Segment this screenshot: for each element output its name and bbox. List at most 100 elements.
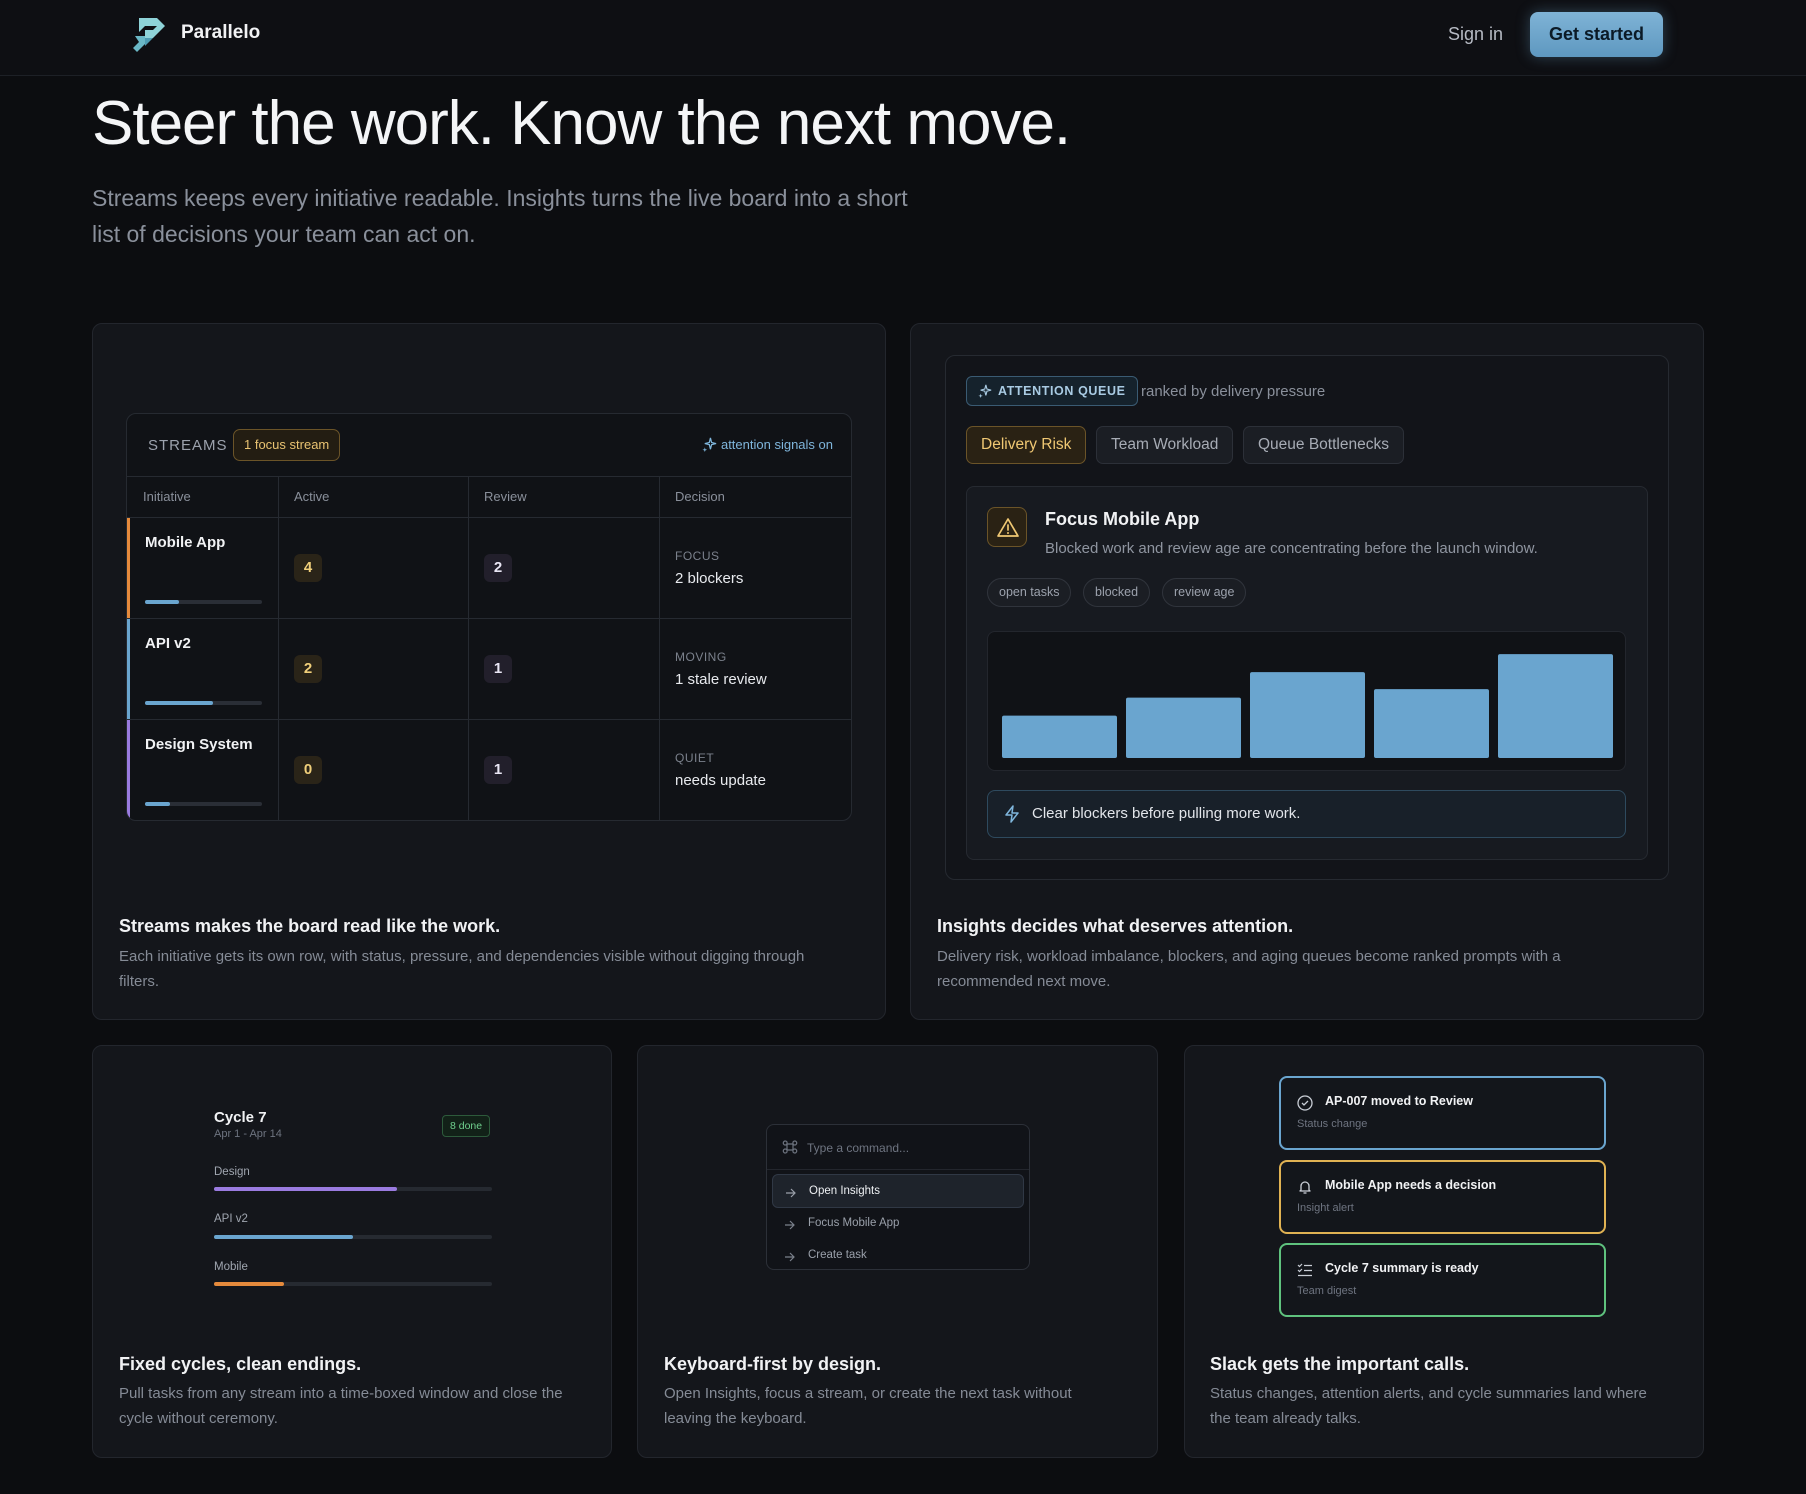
streams-header: STREAMS 1 focus stream attention signals…	[127, 414, 851, 477]
brand-name[interactable]: Parallelo	[181, 22, 261, 43]
table-row-design-system[interactable]: Design System 0 1 QUIET needs update	[127, 720, 851, 820]
sign-in-link[interactable]: Sign in	[1448, 24, 1504, 44]
pressure-bar	[1374, 689, 1489, 758]
decision-kind: QUIET	[675, 751, 715, 765]
pressure-bar-chart	[987, 631, 1626, 771]
notification-status-change[interactable]: AP-007 moved to Review Status change	[1279, 1076, 1606, 1150]
sparkle-icon	[702, 437, 717, 452]
command-key-icon	[782, 1140, 798, 1154]
column-header-active: Active	[294, 489, 330, 504]
pressure-bar	[1250, 672, 1365, 758]
command-palette: Type a command... Open Insights Focus Mo…	[766, 1124, 1030, 1270]
command-label: Create task	[808, 1249, 867, 1261]
lightning-icon	[1005, 805, 1019, 823]
streams-card-description: Each initiative gets its own row, with s…	[119, 944, 859, 994]
column-header-initiative: Initiative	[143, 489, 191, 504]
description-line: filters.	[119, 973, 160, 990]
initiative-name: Design System	[145, 736, 253, 753]
keyboard-card-description: Open Insights, focus a stream, or create…	[664, 1381, 1144, 1431]
column-header-review: Review	[484, 489, 527, 504]
review-count: 2	[484, 554, 512, 582]
cycles-card-title: Fixed cycles, clean endings.	[119, 1354, 362, 1374]
hero-subtitle: Streams keeps every initiative readable.…	[92, 180, 952, 252]
recommendation-callout[interactable]: Clear blockers before pulling more work.	[987, 790, 1626, 838]
palette-divider	[767, 1169, 1029, 1170]
command-label: Open Insights	[809, 1185, 880, 1197]
cycles-feature-card	[92, 1045, 612, 1458]
slack-card-description: Status changes, attention alerts, and cy…	[1210, 1381, 1690, 1431]
notification-insight-alert[interactable]: Mobile App needs a decision Insight aler…	[1279, 1160, 1606, 1234]
pressure-bar	[1002, 715, 1117, 758]
streams-card-title: Streams makes the board read like the wo…	[119, 916, 501, 936]
attention-signals-toggle[interactable]: attention signals on	[702, 437, 833, 452]
row-divider	[127, 719, 851, 720]
active-count: 4	[294, 554, 322, 582]
progress-fill	[145, 802, 170, 806]
table-row-api-v2[interactable]: API v2 2 1 MOVING 1 stale review	[127, 619, 851, 719]
insights-card-description: Delivery risk, workload imbalance, block…	[937, 944, 1677, 994]
notification-title: AP-007 moved to Review	[1325, 1094, 1473, 1108]
notification-team-digest[interactable]: Cycle 7 summary is ready Team digest	[1279, 1243, 1606, 1317]
description-line: Status changes, attention alerts, and cy…	[1210, 1385, 1647, 1402]
initiative-name: Mobile App	[145, 534, 226, 551]
parallelo-logo-icon[interactable]	[131, 14, 171, 56]
hero-subtitle-line: Streams keeps every initiative readable.…	[92, 185, 908, 211]
description-line: Each initiative gets its own row, with s…	[119, 948, 805, 965]
cycle-track	[214, 1282, 492, 1286]
attention-queue-badge: ATTENTION QUEUE	[966, 376, 1138, 406]
checklist-icon	[1297, 1263, 1312, 1277]
cycle-track	[214, 1235, 492, 1239]
column-divider	[278, 477, 279, 820]
cycle-track-fill	[214, 1187, 398, 1191]
insights-panel: ATTENTION QUEUE ranked by delivery press…	[945, 355, 1669, 880]
decision-value: 2 blockers	[675, 570, 744, 587]
command-focus-mobile-app[interactable]: Focus Mobile App	[772, 1207, 1024, 1241]
focus-description: Blocked work and review age are concentr…	[1045, 540, 1538, 557]
tab-queue-bottlenecks[interactable]: Queue Bottlenecks	[1243, 426, 1404, 464]
active-count: 2	[294, 655, 322, 683]
initiative-progress	[145, 600, 262, 604]
row-accent-bar	[127, 518, 130, 618]
command-create-task[interactable]: Create task	[772, 1239, 1024, 1269]
pressure-bar	[1498, 654, 1613, 758]
tab-team-workload[interactable]: Team Workload	[1096, 426, 1234, 464]
cycle-track	[214, 1187, 492, 1191]
top-nav: Parallelo Sign in Get started	[0, 0, 1806, 76]
get-started-button[interactable]: Get started	[1530, 12, 1663, 57]
signal-chip[interactable]: blocked	[1083, 578, 1151, 607]
focus-insight-card: Focus Mobile App Blocked work and review…	[966, 486, 1648, 860]
review-count: 1	[484, 756, 512, 784]
command-input[interactable]: Type a command...	[807, 1141, 910, 1155]
description-line: recommended next move.	[937, 973, 1111, 990]
pressure-bar	[1126, 697, 1241, 758]
notification-subtitle: Team digest	[1297, 1285, 1357, 1297]
signal-chip[interactable]: open tasks	[987, 578, 1072, 607]
decision-kind: MOVING	[675, 650, 727, 664]
cycle-title: Cycle 7	[214, 1109, 267, 1126]
focus-stream-badge[interactable]: 1 focus stream	[233, 429, 341, 461]
row-divider	[127, 618, 851, 619]
cycle-dates: Apr 1 - Apr 14	[214, 1128, 282, 1140]
done-count-badge: 8 done	[442, 1115, 491, 1137]
table-row-mobile-app[interactable]: Mobile App 4 2 FOCUS 2 blockers	[127, 518, 851, 618]
arrow-right-icon	[785, 1252, 795, 1262]
insights-card-title: Insights decides what deserves attention…	[937, 916, 1294, 936]
description-line: Open Insights, focus a stream, or create…	[664, 1385, 1072, 1402]
description-line: leaving the keyboard.	[664, 1410, 807, 1427]
column-divider	[659, 477, 660, 820]
check-circle-icon	[1297, 1095, 1313, 1111]
active-count: 0	[294, 756, 322, 784]
progress-fill	[145, 600, 179, 604]
bell-icon	[1299, 1181, 1311, 1194]
signal-chip[interactable]: review age	[1162, 578, 1247, 607]
command-open-insights[interactable]: Open Insights	[772, 1174, 1024, 1208]
row-accent-bar	[127, 720, 130, 820]
tab-delivery-risk[interactable]: Delivery Risk	[966, 426, 1087, 464]
progress-fill	[145, 701, 213, 705]
hero-subtitle-line: list of decisions your team can act on.	[92, 221, 476, 247]
description-line: Delivery risk, workload imbalance, block…	[937, 948, 1561, 965]
review-count: 1	[484, 655, 512, 683]
recommendation-text: Clear blockers before pulling more work.	[1032, 805, 1301, 822]
table-divider	[127, 517, 851, 518]
cycle-track-label: Mobile	[214, 1261, 248, 1273]
